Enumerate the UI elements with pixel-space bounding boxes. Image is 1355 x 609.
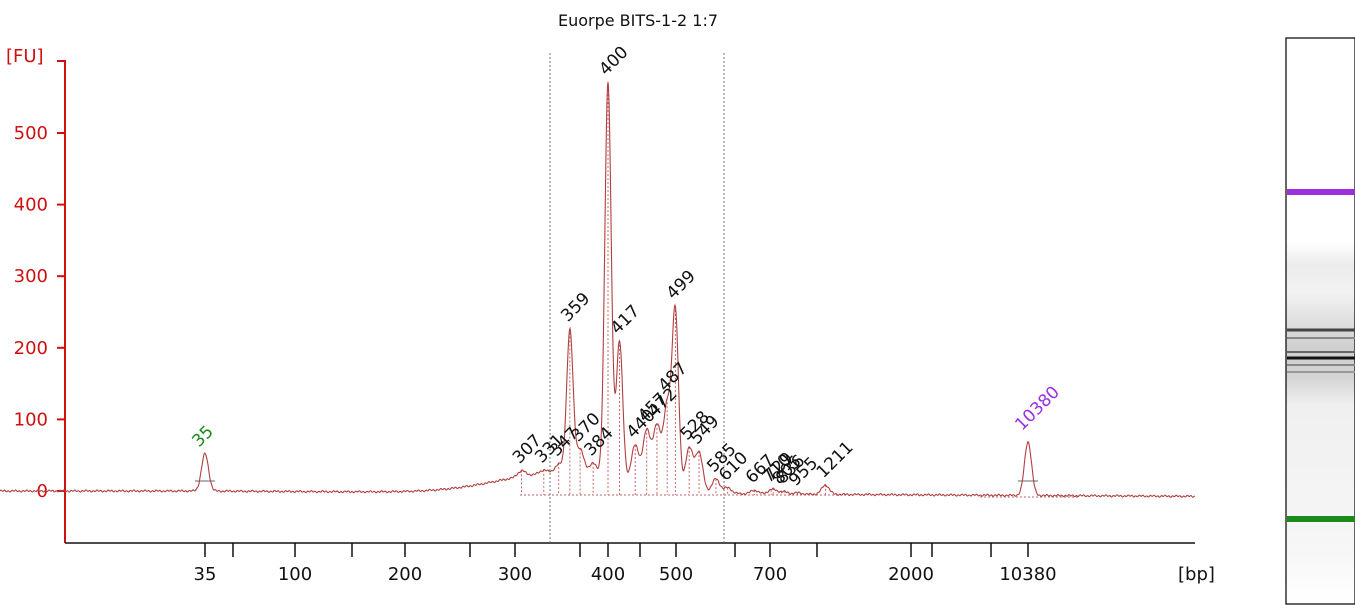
gel-bands (1287, 189, 1355, 522)
x-tick-label: 300 (498, 564, 532, 585)
axes (64, 60, 1195, 544)
x-tick-label: 35 (194, 564, 217, 585)
x-ticks: 35 100 200 300 400 500 700 2000 10380 (194, 543, 1057, 585)
x-tick-label: 200 (388, 564, 422, 585)
gel-band (1287, 337, 1355, 339)
peak-label: 1211 (813, 438, 858, 483)
gel-band (1287, 351, 1355, 353)
chart-title: Euorpe BITS-1-2 1:7 (558, 11, 718, 30)
y-tick-label: 100 (14, 409, 48, 430)
peak-droplines (195, 82, 1038, 495)
gel-lane (1285, 37, 1355, 605)
gel-band (1287, 516, 1355, 522)
baseline (520, 494, 1080, 498)
x-tick-label: 700 (753, 564, 787, 585)
x-tick-label: 500 (659, 564, 693, 585)
y-axis-label: [FU] (6, 46, 44, 67)
gel-band (1287, 371, 1355, 373)
x-tick-label: 2000 (888, 564, 934, 585)
signal-trace (0, 82, 1195, 498)
gel-lane-frame (1285, 37, 1355, 605)
region-bounds (549, 53, 725, 543)
peak-label: 400 (595, 43, 632, 80)
y-tick-label: 300 (14, 266, 48, 287)
gel-band (1287, 364, 1355, 366)
y-tick-label: 200 (14, 338, 48, 359)
y-tick-label: 500 (14, 123, 48, 144)
gel-band (1287, 356, 1355, 360)
x-tick-label: 400 (591, 564, 625, 585)
peak-label: 359 (557, 289, 594, 326)
x-tick-label: 100 (278, 564, 312, 585)
gel-band (1287, 328, 1355, 332)
gel-band (1287, 189, 1355, 195)
y-tick-label: 400 (14, 195, 48, 216)
peak-label: 499 (663, 266, 700, 303)
marker-label: 10380 (1011, 382, 1063, 434)
x-axis-label: [bp] (1178, 564, 1215, 585)
peak-labels: 3073313473593703844004174404574724874995… (509, 43, 858, 491)
x-tick-label: 10380 (999, 564, 1056, 585)
marker-labels: 35 10380 (188, 382, 1063, 451)
marker-label: 35 (188, 422, 217, 451)
